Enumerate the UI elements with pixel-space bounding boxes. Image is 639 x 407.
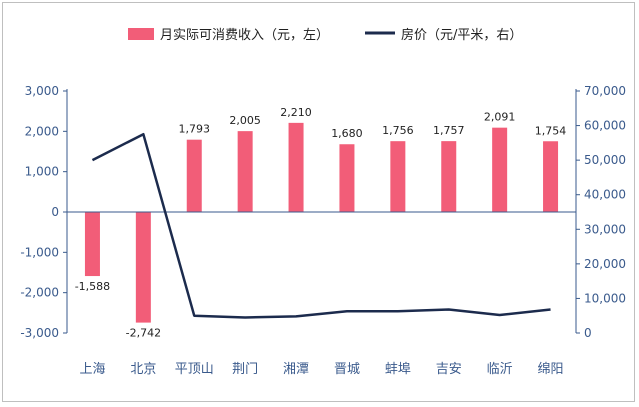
category-label: 蚌埠: [385, 362, 411, 377]
left-tick-label: -1,000: [20, 245, 59, 259]
left-tick-label: 0: [51, 205, 59, 219]
bar: [492, 127, 508, 212]
bar-value-label: -1,588: [75, 280, 110, 293]
bar-value-label: 1,756: [382, 124, 414, 137]
legend-label-line: 房价（元/平米，右）: [401, 27, 522, 43]
bar-value-label: 1,793: [179, 123, 211, 136]
right-tick-label: 70,000: [584, 84, 626, 98]
bar: [84, 212, 100, 277]
category-label: 绵阳: [538, 362, 564, 377]
left-tick-label: 2,000: [25, 124, 59, 138]
chart: 月实际可消费收入（元，左） 房价（元/平米，右） 3,000 2,000 1,000…: [20, 27, 626, 377]
legend-swatch-bar: [128, 28, 154, 40]
left-tick-label: -3,000: [20, 326, 59, 340]
bar-data-labels: -1,588 -2,742 1,793 2,005 2,210 1,680 1,756 1,7…: [75, 106, 567, 340]
line-series: [91, 132, 551, 319]
right-tick-label: 0: [584, 326, 592, 340]
category-label: 北京: [130, 362, 156, 377]
bar: [390, 141, 406, 212]
right-tick-label: 40,000: [584, 188, 626, 202]
bar: [543, 141, 559, 212]
bar-value-label: -2,742: [126, 327, 161, 340]
right-tick-label: 60,000: [584, 119, 626, 133]
left-tick-label: 1,000: [25, 165, 59, 179]
left-tick-label: 3,000: [25, 84, 59, 98]
bar: [186, 139, 202, 212]
category-label: 平顶山: [175, 362, 214, 377]
right-tick-label: 50,000: [584, 153, 626, 167]
category-label: 晋城: [334, 362, 360, 377]
price-line: [91, 132, 551, 319]
bar-value-label: 1,757: [433, 124, 465, 137]
left-axis-ticks: 3,000 2,000 1,000 0 -1,000 -2,000 -3,000: [20, 84, 67, 340]
bar: [135, 212, 151, 323]
bar: [339, 144, 355, 212]
legend-label-bar: 月实际可消费收入（元，左）: [160, 28, 329, 43]
right-tick-label: 20,000: [584, 257, 626, 271]
category-label: 上海: [79, 362, 105, 377]
right-tick-label: 30,000: [584, 222, 626, 236]
bar: [288, 122, 304, 212]
bar-value-label: 1,680: [331, 127, 363, 140]
legend: 月实际可消费收入（元，左） 房价（元/平米，右）: [128, 27, 522, 43]
chart-frame: 月实际可消费收入（元，左） 房价（元/平米，右） 3,000 2,000 1,000…: [2, 2, 635, 402]
bar-value-label: 2,091: [484, 111, 516, 124]
bar: [237, 131, 253, 212]
category-label: 临沂: [487, 362, 513, 377]
bar-series: [84, 122, 559, 323]
bar-value-label: 1,754: [535, 124, 567, 137]
bar-value-label: 2,210: [280, 106, 312, 119]
category-label: 湘潭: [283, 362, 309, 377]
left-tick-label: -2,000: [20, 286, 59, 300]
category-label: 荆门: [232, 361, 258, 377]
right-tick-label: 10,000: [584, 291, 626, 305]
category-label: 吉安: [436, 362, 462, 377]
bar: [441, 141, 457, 212]
bar-value-label: 2,005: [229, 114, 261, 127]
category-labels: 上海 北京 平顶山 荆门 湘潭 晋城 蚌埠 吉安 临沂 绵阳: [79, 361, 563, 377]
right-axis-ticks: 70,000 60,000 50,000 40,000 30,000 20,000 10,0…: [576, 84, 626, 340]
